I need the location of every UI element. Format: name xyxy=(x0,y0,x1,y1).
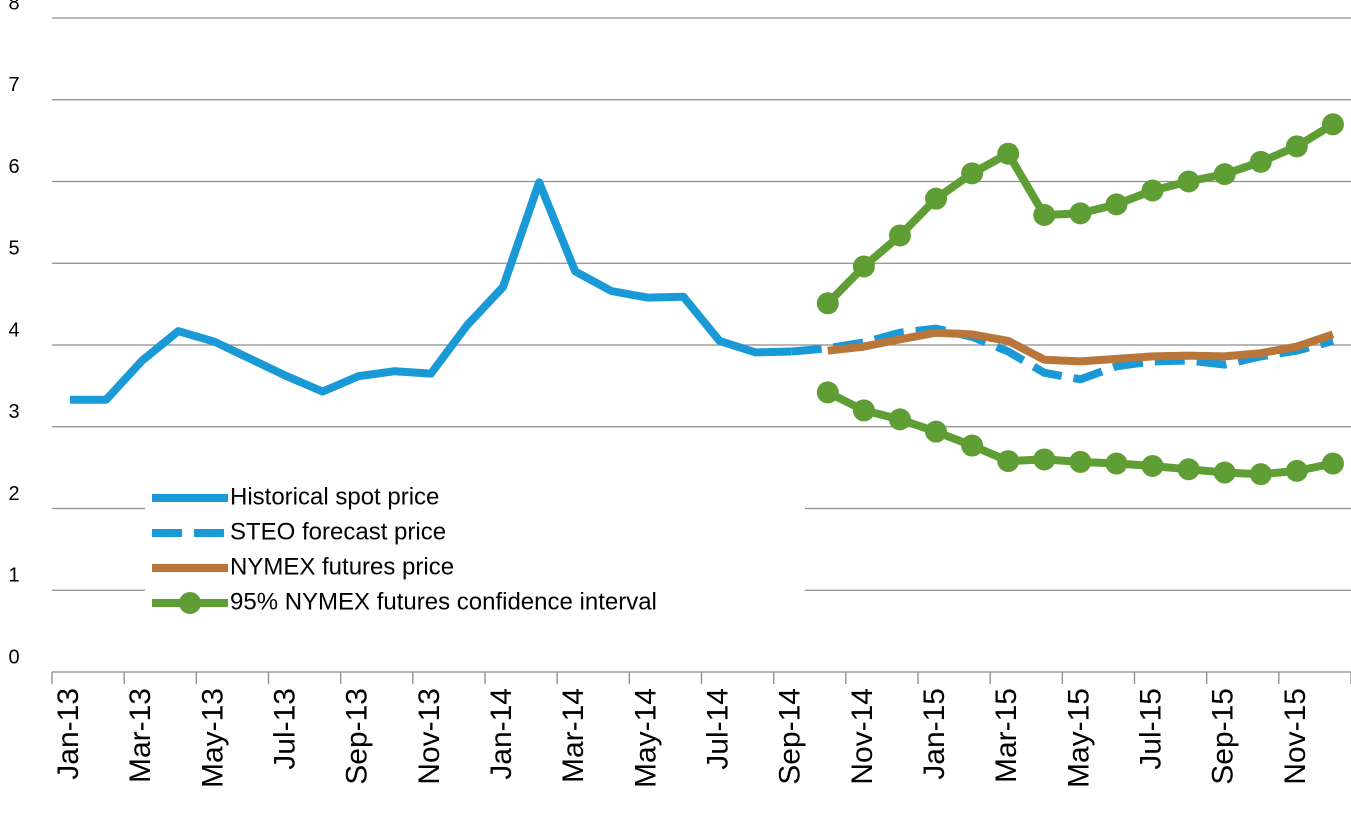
marker xyxy=(1033,448,1056,471)
x-tick-label: Sep-15 xyxy=(1207,688,1240,785)
marker xyxy=(1321,113,1344,136)
y-tick-label: 5 xyxy=(8,238,19,260)
marker xyxy=(816,292,839,315)
line xyxy=(827,328,1335,366)
x-tick-label: Mar-15 xyxy=(990,688,1023,783)
marker xyxy=(1213,461,1236,484)
y-tick-label: 1 xyxy=(8,565,19,587)
marker xyxy=(925,187,948,210)
legend-box xyxy=(145,482,805,624)
legend-label: Historical spot price xyxy=(230,483,439,510)
marker xyxy=(1177,458,1200,481)
marker xyxy=(1213,163,1236,186)
y-tick-label: 7 xyxy=(8,74,19,96)
marker xyxy=(1249,150,1272,173)
x-tick-label: Jan-14 xyxy=(485,688,518,780)
marker xyxy=(888,408,911,431)
y-tick-label: 3 xyxy=(8,401,19,423)
marker xyxy=(961,434,984,457)
marker xyxy=(1069,450,1092,473)
legend-label: NYMEX futures price xyxy=(230,553,454,580)
marker xyxy=(997,142,1020,165)
line xyxy=(791,324,1335,384)
marker xyxy=(852,399,875,422)
marker xyxy=(1321,452,1344,475)
y-tick-label: 0 xyxy=(8,646,19,668)
x-tick-label: Mar-13 xyxy=(124,688,157,783)
marker xyxy=(1141,179,1164,202)
marker xyxy=(1285,135,1308,158)
marker xyxy=(1033,204,1056,227)
marker xyxy=(1105,193,1128,216)
y-tick-label: 4 xyxy=(8,319,19,341)
legend: Historical spot price STEO forecast price… xyxy=(145,482,805,624)
x-tick-label: Nov-13 xyxy=(413,688,446,785)
marker xyxy=(1141,454,1164,477)
line xyxy=(70,178,792,404)
x-tick-label: Sep-13 xyxy=(341,688,374,785)
y-tick-label: 6 xyxy=(8,156,19,178)
x-tick-label: May-13 xyxy=(196,688,229,788)
y-tick-label: 2 xyxy=(8,483,19,505)
marker xyxy=(1069,202,1092,225)
marker xyxy=(997,450,1020,473)
x-tick-label: Nov-15 xyxy=(1279,688,1312,785)
x-tick-label: May-15 xyxy=(1062,688,1095,788)
x-tick-label: Jul-14 xyxy=(701,688,734,770)
marker xyxy=(1285,459,1308,482)
marker xyxy=(1177,170,1200,193)
x-tick-label: Jul-15 xyxy=(1134,688,1167,770)
marker xyxy=(816,381,839,404)
x-tick-label: Jan-15 xyxy=(918,688,951,780)
marker xyxy=(888,224,911,247)
x-tick-label: May-14 xyxy=(629,688,662,788)
legend-label: STEO forecast price xyxy=(230,518,446,545)
marker xyxy=(852,255,875,278)
marker xyxy=(961,162,984,185)
x-tick-label: Mar-14 xyxy=(557,688,590,783)
legend-label: 95% NYMEX futures confidence interval xyxy=(230,588,657,615)
x-tick-label: Sep-14 xyxy=(774,688,807,785)
x-tick-label: Jan-13 xyxy=(52,688,85,780)
x-tick-label: Nov-14 xyxy=(846,688,879,785)
marker xyxy=(1249,463,1272,486)
x-tick-label: Jul-13 xyxy=(268,688,301,770)
y-tick-label: 8 xyxy=(8,0,19,14)
legend-marker xyxy=(179,592,201,614)
marker xyxy=(1105,452,1128,475)
marker xyxy=(925,420,948,443)
